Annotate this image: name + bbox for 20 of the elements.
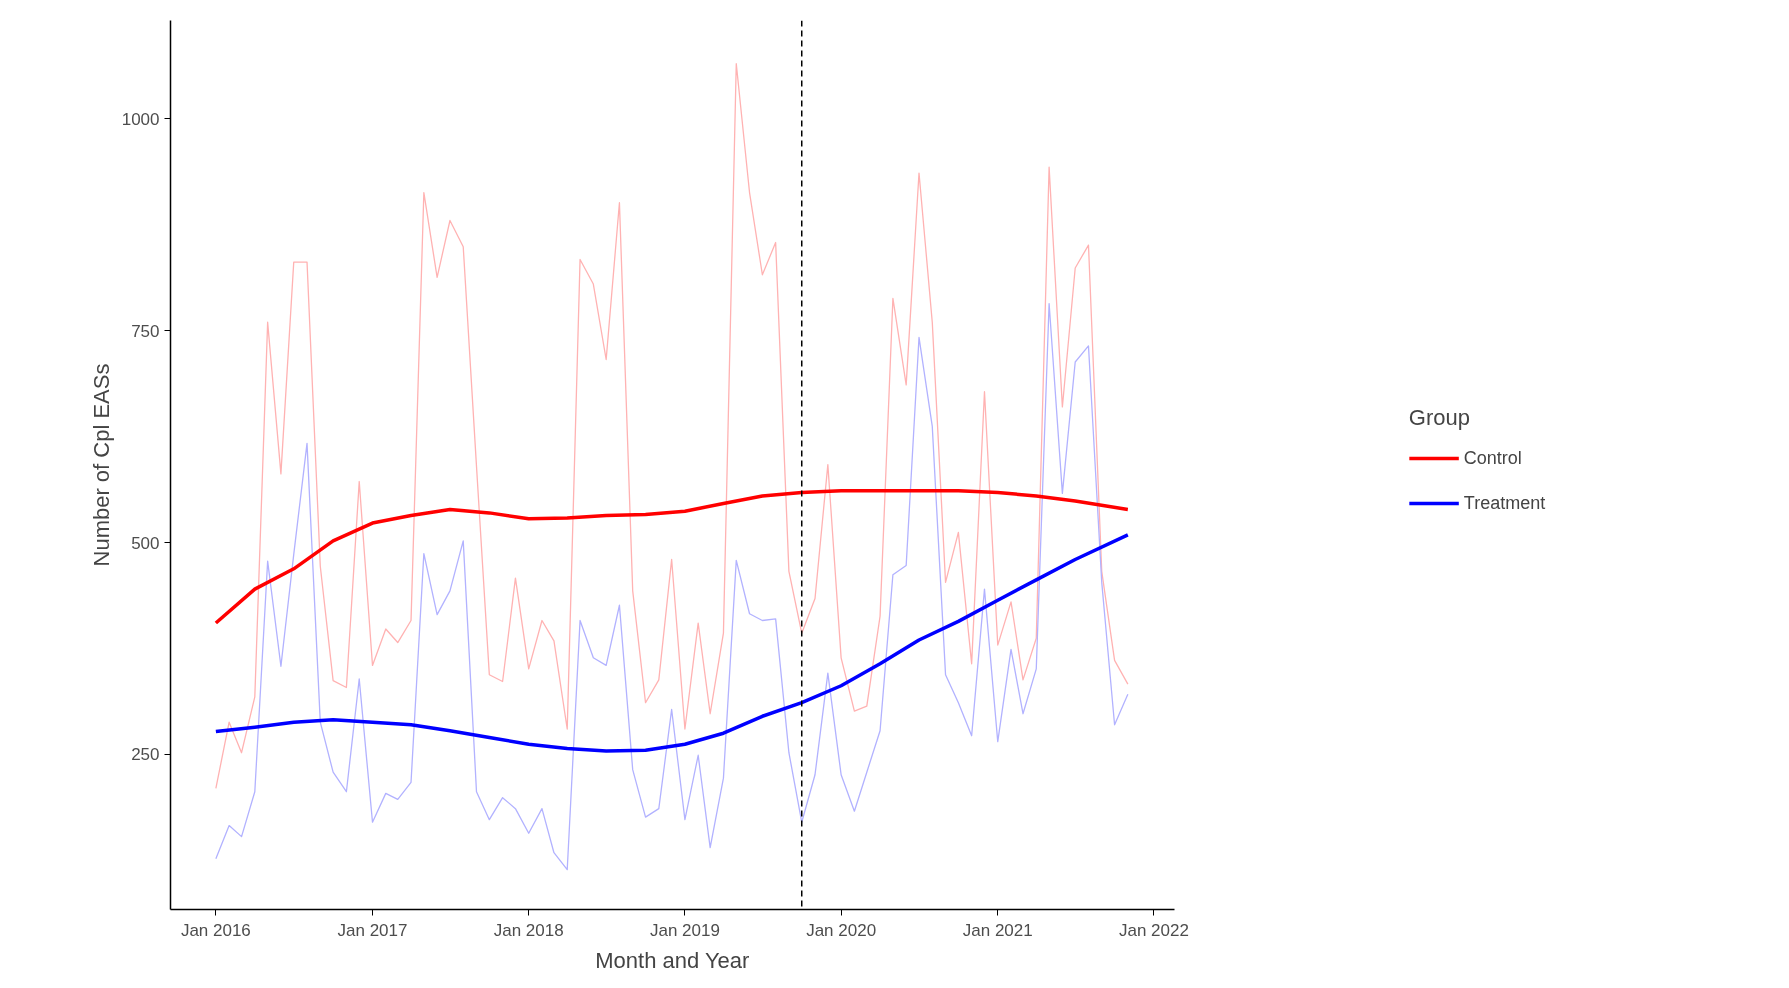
y-tick-label: 750 bbox=[131, 321, 160, 341]
line-series bbox=[215, 63, 1129, 789]
x-tick-label: Jan 2021 bbox=[962, 920, 1033, 940]
y-tick-label: 1000 bbox=[121, 109, 160, 129]
x-tick-label: Jan 2017 bbox=[337, 920, 408, 940]
x-tick-label: Jan 2018 bbox=[493, 920, 564, 940]
x-tick-label: Jan 2016 bbox=[180, 920, 251, 940]
line-series bbox=[214, 533, 1130, 753]
x-axis-title: Month and Year bbox=[595, 947, 750, 973]
line-series bbox=[214, 489, 1130, 625]
x-tick-label: Jan 2020 bbox=[806, 920, 877, 940]
legend-title: Group bbox=[1408, 404, 1471, 430]
x-tick-label: Jan 2019 bbox=[649, 920, 720, 940]
y-axis-title: Number of Cpl EASs bbox=[88, 363, 114, 567]
legend-label: Control bbox=[1463, 447, 1522, 468]
line-series bbox=[215, 302, 1129, 871]
legend-label: Treatment bbox=[1463, 492, 1546, 513]
x-tick-label: Jan 2022 bbox=[1118, 920, 1189, 940]
y-tick-label: 500 bbox=[131, 533, 160, 553]
y-tick-label: 250 bbox=[131, 745, 160, 765]
